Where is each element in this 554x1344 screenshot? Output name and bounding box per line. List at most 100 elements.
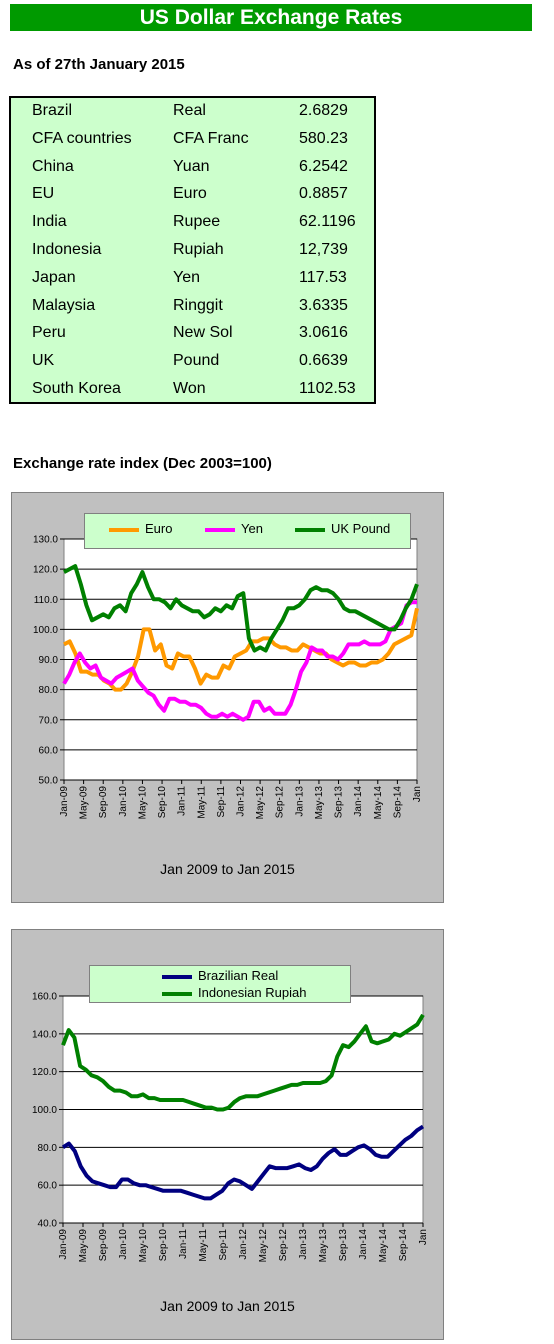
chart-legend: Euro Yen UK Pound <box>84 513 411 549</box>
currency-cell: Pound <box>173 352 220 369</box>
currency-cell: Rupiah <box>173 241 224 258</box>
table-row: CFA countries CFA Franc 580.23 <box>11 129 374 156</box>
x-tick-label: Jan-10 <box>118 786 129 817</box>
currency-cell: CFA Franc <box>173 130 249 147</box>
index-section-title: Exchange rate index (Dec 2003=100) <box>13 455 272 472</box>
rate-cell: 2.6829 <box>299 102 348 119</box>
x-tick-label: Sep-14 <box>392 786 403 819</box>
y-tick-label: 80.0 <box>39 685 59 696</box>
y-tick-label: 120.0 <box>33 565 58 576</box>
table-row: South Korea Won 1102.53 <box>11 379 374 406</box>
y-tick-label: 90.0 <box>39 655 59 666</box>
series-line-indonesian-rupiah <box>61 1013 425 1112</box>
exchange-rate-table: Brazil Real 2.6829 CFA countries CFA Franc 5… <box>9 96 376 404</box>
table-row: Indonesia Rupiah 12,739 <box>11 240 374 267</box>
legend-swatch <box>109 528 139 532</box>
legend-swatch <box>205 528 235 532</box>
y-tick-label: 50.0 <box>39 776 59 787</box>
y-tick-label: 60.0 <box>39 745 59 756</box>
country-cell: UK <box>32 352 55 369</box>
series-line-uk-pound <box>63 564 419 653</box>
x-tick-label: May-09 <box>79 786 90 820</box>
y-tick-label: 100.0 <box>33 625 58 636</box>
rate-cell: 62.1196 <box>299 213 356 230</box>
table-row: Japan Yen 117.53 <box>11 268 374 295</box>
chart-plot: 50.0 60.0 70.0 80.0 90.0 100.0 110.0 120.0 130.0… <box>33 535 423 820</box>
rate-cell: 6.2542 <box>299 158 348 175</box>
country-cell: India <box>32 213 67 230</box>
country-cell: Peru <box>32 324 66 341</box>
x-tick-label: Jan-13 <box>294 786 305 817</box>
rate-cell: 117.53 <box>299 269 347 286</box>
rate-cell: 580.23 <box>299 130 348 147</box>
currency-cell: Yen <box>173 269 200 286</box>
x-tick-label: Jan-12 <box>238 1229 249 1260</box>
x-tick-label: Sep-13 <box>334 786 345 819</box>
x-tick-label: Sep-11 <box>216 786 227 818</box>
legend-swatch <box>162 992 192 996</box>
y-tick-label: 100.0 <box>32 1105 57 1116</box>
country-cell: Japan <box>32 269 76 286</box>
x-tick-label: Jan <box>418 1229 429 1245</box>
currency-cell: Rupee <box>173 213 221 230</box>
x-tick-label: Jan-11 <box>177 786 188 816</box>
page-title: US Dollar Exchange Rates <box>10 4 532 31</box>
rate-cell: 0.8857 <box>299 185 348 202</box>
rate-cell: 12,739 <box>299 241 348 258</box>
x-tick-label: Sep-09 <box>98 786 109 819</box>
x-tick-label: Jan <box>412 786 423 802</box>
y-tick-label: 160.0 <box>32 992 57 1003</box>
legend-swatch <box>162 975 192 979</box>
country-cell: EU <box>32 185 55 202</box>
legend-swatch <box>295 528 325 532</box>
country-cell: Malaysia <box>32 297 96 314</box>
rate-cell: 0.6639 <box>299 352 348 369</box>
y-tick-label: 110.0 <box>34 595 59 606</box>
x-tick-label: Sep-14 <box>398 1229 409 1262</box>
x-tick-label: Jan-11 <box>178 1229 189 1259</box>
x-tick-label: Sep-09 <box>98 1229 109 1262</box>
table-row: Peru New Sol 3.0616 <box>11 323 374 350</box>
table-row: UK Pound 0.6639 <box>11 351 374 378</box>
country-cell: Indonesia <box>32 241 102 258</box>
x-tick-label: Sep-10 <box>157 786 168 819</box>
series-line-brazilian-real <box>61 1124 425 1201</box>
legend-label: Indonesian Rupiah <box>198 985 307 1000</box>
x-tick-label: May-13 <box>318 1229 329 1263</box>
legend-label: Brazilian Real <box>198 968 279 983</box>
x-tick-label: May-14 <box>378 1229 389 1263</box>
currency-cell: Real <box>173 102 206 119</box>
table-row: Brazil Real 2.6829 <box>11 101 374 128</box>
table-row: Malaysia Ringgit 3.6335 <box>11 296 374 323</box>
x-tick-label: May-10 <box>138 1229 149 1263</box>
country-cell: South Korea <box>32 380 121 397</box>
chart-plot: 40.0 60.0 80.0 100.0 120.0 140.0 160.0 Jan-09 Ma… <box>32 992 429 1263</box>
x-tick-label: Sep-10 <box>158 1229 169 1262</box>
x-tick-label: May-10 <box>137 786 148 820</box>
chart-x-caption: Jan 2009 to Jan 2015 <box>160 861 295 877</box>
legend-label: Yen <box>241 521 263 536</box>
y-tick-label: 140.0 <box>32 1029 57 1040</box>
y-tick-label: 80.0 <box>38 1143 58 1154</box>
x-tick-label: Jan-14 <box>353 786 364 817</box>
series-line-yen <box>62 600 417 722</box>
x-tick-label: May-14 <box>373 786 384 820</box>
x-tick-label: Jan-12 <box>236 786 247 817</box>
currency-cell: New Sol <box>173 324 233 341</box>
rate-cell: 1102.53 <box>299 380 356 397</box>
table-row: India Rupee 62.1196 <box>11 212 374 239</box>
legend-label: Euro <box>145 521 173 536</box>
currency-cell: Ringgit <box>173 297 223 314</box>
x-tick-label: May-11 <box>196 786 207 819</box>
y-tick-label: 130.0 <box>33 535 58 546</box>
x-tick-label: Sep-13 <box>338 1229 349 1262</box>
y-tick-label: 70.0 <box>39 715 59 726</box>
chart-legend: Brazilian Real Indonesian Rupiah <box>89 965 351 1003</box>
x-tick-label: Jan-09 <box>59 786 70 817</box>
x-tick-label: May-12 <box>255 786 266 820</box>
legend-label: UK Pound <box>331 521 391 536</box>
x-tick-label: Sep-11 <box>218 1229 229 1261</box>
country-cell: China <box>32 158 74 175</box>
y-tick-label: 60.0 <box>38 1181 58 1192</box>
table-row: China Yuan 6.2542 <box>11 157 374 184</box>
